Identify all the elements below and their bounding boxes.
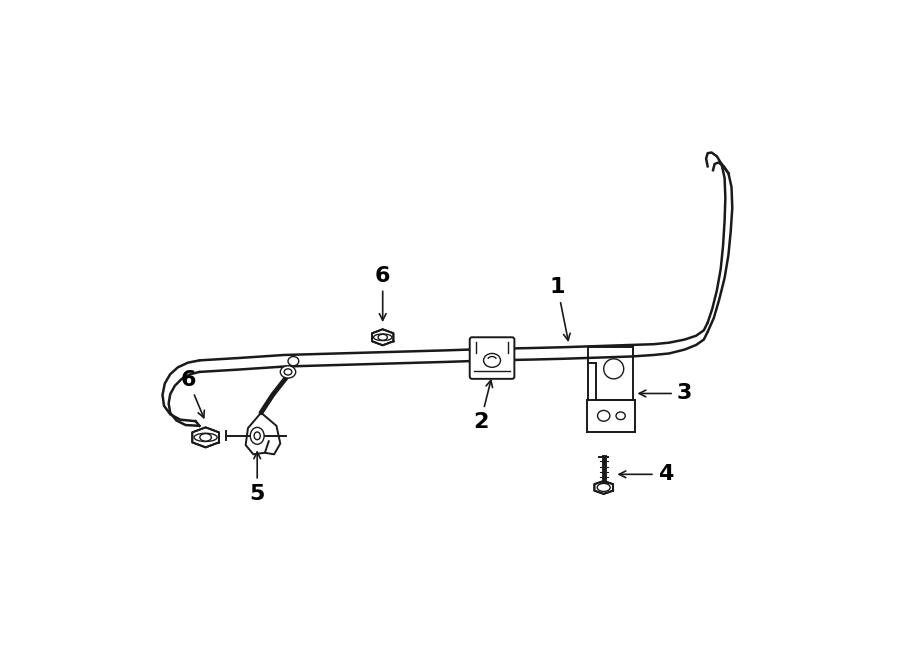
Text: 3: 3 [639,383,692,403]
Ellipse shape [194,433,217,442]
Ellipse shape [250,428,264,444]
Ellipse shape [200,434,212,441]
Ellipse shape [280,366,296,378]
Ellipse shape [254,432,260,440]
Ellipse shape [378,334,387,340]
Text: 5: 5 [249,452,265,504]
Text: 6: 6 [375,266,391,321]
Ellipse shape [598,483,610,492]
Ellipse shape [284,369,292,375]
Ellipse shape [616,412,625,420]
Text: 1: 1 [550,277,570,340]
FancyBboxPatch shape [470,337,515,379]
Ellipse shape [604,359,624,379]
Text: 6: 6 [180,369,204,418]
Ellipse shape [483,354,500,368]
Ellipse shape [598,410,610,421]
Text: 2: 2 [472,380,492,432]
Ellipse shape [288,356,299,366]
Ellipse shape [374,334,392,340]
Text: 4: 4 [619,464,673,485]
